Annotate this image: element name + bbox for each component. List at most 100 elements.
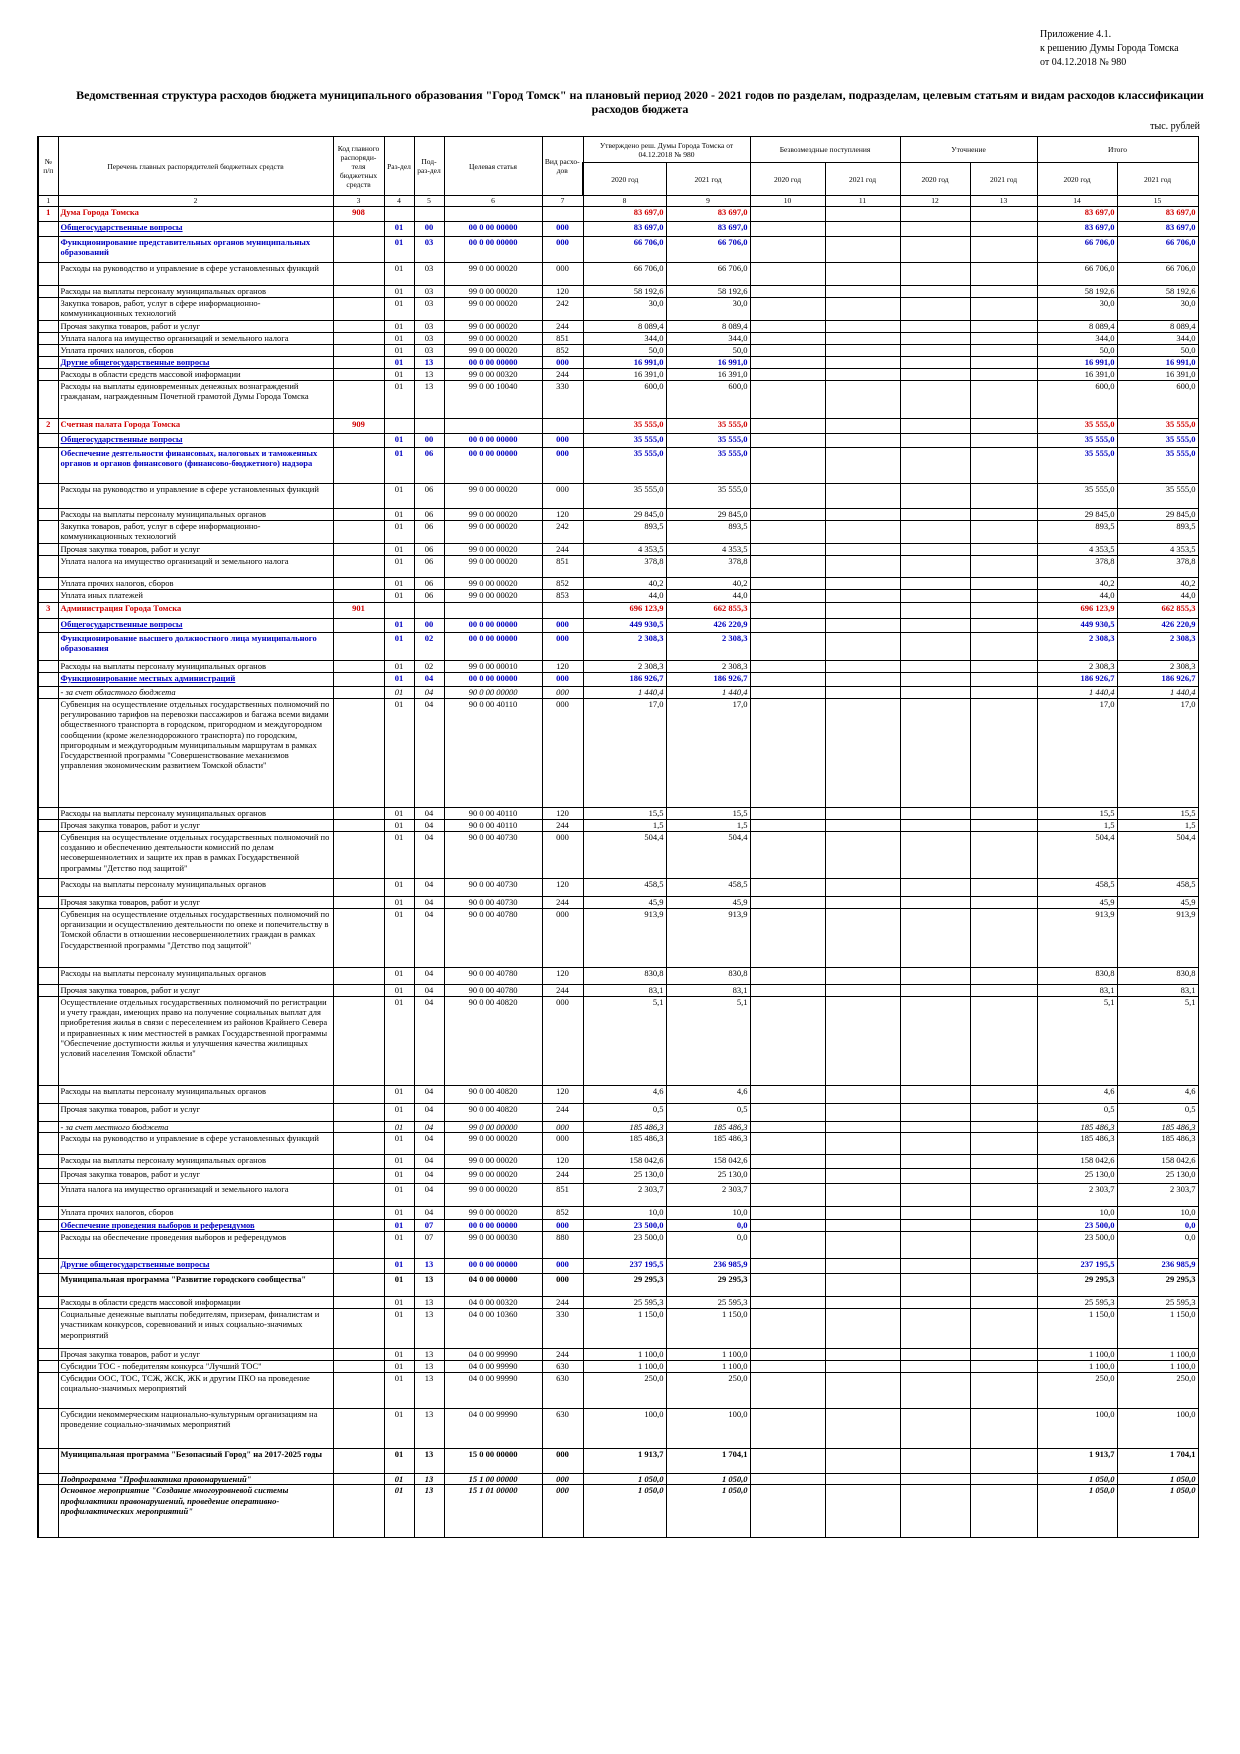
cell [899, 320, 971, 333]
cell: 16 991,0 [665, 356, 751, 369]
cell [824, 1206, 901, 1221]
cell: 120 [541, 1154, 584, 1170]
cell: 99 0 00 00020 [443, 332, 543, 345]
cell: 83 697,0 [1116, 206, 1199, 222]
cell: 50,0 [582, 344, 667, 357]
cell: 35 555,0 [1036, 433, 1118, 448]
cell [824, 1168, 901, 1185]
cell: 01 [383, 831, 415, 879]
cell [824, 418, 901, 434]
column-number: 5 [413, 195, 445, 207]
table-row: Муниципальная программа "Безопасный Горо… [37, 1448, 1199, 1475]
cell: 01 [383, 1296, 415, 1310]
cell [969, 368, 1038, 381]
cell: 04 [413, 686, 445, 699]
cell: 13 [413, 1296, 445, 1310]
cell [824, 1484, 901, 1539]
cell [824, 618, 901, 633]
cell: 04 [413, 908, 445, 968]
cell: 1 050,0 [665, 1473, 751, 1486]
cell: 853 [541, 589, 584, 603]
cell [332, 660, 385, 673]
table-row: Функционирование высшего должностного ли… [37, 632, 1199, 661]
cell: 185 486,3 [1036, 1120, 1118, 1134]
cell [824, 896, 901, 909]
cell [332, 577, 385, 590]
cell: 0,5 [1036, 1103, 1118, 1122]
cell: 25 130,0 [665, 1168, 751, 1185]
table-row: Расходы на выплаты персоналу муниципальн… [37, 508, 1199, 521]
cell: 696 123,9 [582, 602, 667, 619]
cell: 186 926,7 [1116, 672, 1199, 687]
cell: 04 0 00 99990 [443, 1372, 543, 1410]
cell [37, 1448, 59, 1475]
cell [37, 807, 59, 820]
cell: 90 0 00 40110 [443, 819, 543, 832]
cell [332, 262, 385, 286]
cell [899, 1154, 971, 1170]
cell: 901 [332, 602, 385, 619]
cell [37, 577, 59, 590]
cell: 04 [413, 1120, 445, 1134]
cell [541, 418, 584, 434]
cell: 5,1 [582, 996, 667, 1086]
cell: 01 [383, 896, 415, 909]
cell: 90 0 00 40730 [443, 896, 543, 909]
cell: 01 [383, 618, 415, 633]
cell: 01 [383, 1484, 415, 1539]
cell [899, 996, 971, 1086]
cell: 000 [541, 908, 584, 968]
table-row: Расходы на выплаты персоналу муниципальн… [37, 967, 1199, 985]
cell: 5,1 [1116, 996, 1199, 1086]
cell: 04 0 00 10360 [443, 1308, 543, 1350]
cell [969, 1258, 1038, 1275]
cell [37, 1168, 59, 1185]
cell: 1 100,0 [1116, 1360, 1199, 1374]
cell [332, 967, 385, 985]
cell [749, 1296, 826, 1310]
cell [332, 807, 385, 820]
cell [899, 1103, 971, 1122]
cell [969, 1120, 1038, 1134]
cell: 10,0 [665, 1206, 751, 1221]
cell: Уплата иных платежей [57, 589, 334, 603]
cell: 66 706,0 [582, 236, 667, 263]
cell: 04 [413, 672, 445, 687]
cell [824, 344, 901, 357]
cell: 10,0 [582, 1206, 667, 1221]
cell: 06 [413, 543, 445, 556]
cell [749, 632, 826, 661]
cell: 83,1 [665, 984, 751, 997]
cell: 000 [541, 356, 584, 369]
cell [37, 1206, 59, 1221]
cell: 04 [413, 1168, 445, 1185]
cell: 600,0 [1036, 380, 1118, 419]
cell [969, 1296, 1038, 1310]
cell: 01 [383, 236, 415, 263]
cell: 504,4 [665, 831, 751, 879]
header-cell: Раз-дел [383, 136, 415, 196]
cell: 04 [413, 878, 445, 897]
cell: 851 [541, 1183, 584, 1208]
cell: Общегосударственные вопросы [57, 618, 334, 633]
cell: 1,5 [665, 819, 751, 832]
cell: 04 [413, 896, 445, 909]
cell: 100,0 [582, 1408, 667, 1450]
table-row: Расходы в области средств массовой инфор… [37, 1296, 1199, 1310]
cell: 99 0 00 00030 [443, 1231, 543, 1260]
cell: Подпрограмма "Профилактика правонарушени… [57, 1473, 334, 1486]
cell: 662 855,3 [1116, 602, 1199, 619]
table-row: Муниципальная программа "Развитие городс… [37, 1273, 1199, 1298]
column-number: 13 [969, 195, 1038, 207]
cell: 236 985,9 [665, 1258, 751, 1275]
cell [37, 555, 59, 578]
cell [332, 1219, 385, 1233]
cell: 01 [383, 1168, 415, 1185]
cell: Субсидии некоммерческим национально-куль… [57, 1408, 334, 1450]
cell: 01 [383, 1103, 415, 1122]
cell: Закупка товаров, работ, услуг в сфере ин… [57, 297, 334, 321]
cell: 000 [541, 672, 584, 687]
cell [899, 1484, 971, 1539]
cell: 15 0 00 00000 [443, 1448, 543, 1475]
cell: 1 100,0 [582, 1348, 667, 1362]
